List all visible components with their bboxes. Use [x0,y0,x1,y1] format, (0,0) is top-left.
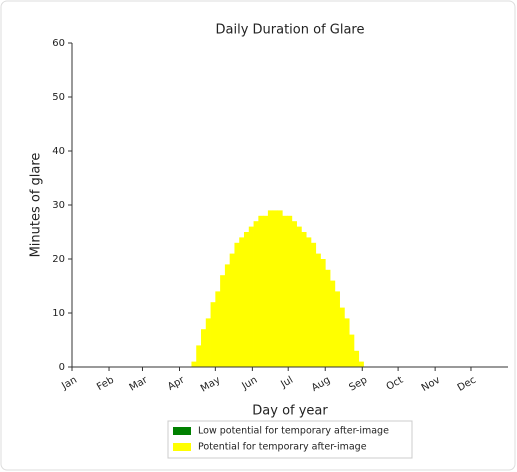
bar [229,253,235,367]
legend-swatch [173,443,191,451]
bar [291,221,297,367]
legend-label: Low potential for temporary after-image [198,426,389,437]
bar [196,345,202,367]
bar [272,210,278,367]
legend-swatch [173,427,191,435]
bar [282,215,288,367]
bar [258,215,264,367]
y-tick-label: 10 [52,308,65,319]
chart-title: Daily Duration of Glare [216,23,365,38]
bar [201,329,207,367]
bar [191,361,197,367]
y-tick-label: 60 [52,38,65,49]
bar [287,215,293,367]
y-tick-label: 0 [59,362,65,373]
bar [205,318,211,367]
bar [344,318,350,367]
y-tick-label: 30 [52,200,65,211]
bar [277,210,283,367]
bar [320,259,326,367]
bar [296,226,302,367]
bar [334,291,340,367]
bar [353,350,360,367]
legend-box [167,420,413,459]
bar [339,307,345,367]
bar [253,221,259,367]
bar [301,232,307,367]
bar [224,264,231,367]
legend-label: Potential for temporary after-image [198,442,367,453]
bar [210,302,216,367]
bar [330,280,336,367]
bar [220,275,226,367]
bar [248,226,254,367]
bar [215,291,221,367]
y-tick-label: 50 [52,92,65,103]
bar [244,232,250,367]
bar [315,253,321,367]
bar [349,334,355,367]
bar [239,237,245,367]
bar [325,269,331,367]
y-tick-label: 40 [52,146,65,157]
bar [234,242,240,367]
x-axis-label: Day of year [252,404,328,419]
bar [263,215,269,367]
bar [267,210,274,367]
y-tick-label: 20 [52,254,65,265]
bar [310,242,317,367]
bar [358,361,364,367]
y-axis-label: Minutes of glare [29,153,44,258]
bar [306,237,312,367]
